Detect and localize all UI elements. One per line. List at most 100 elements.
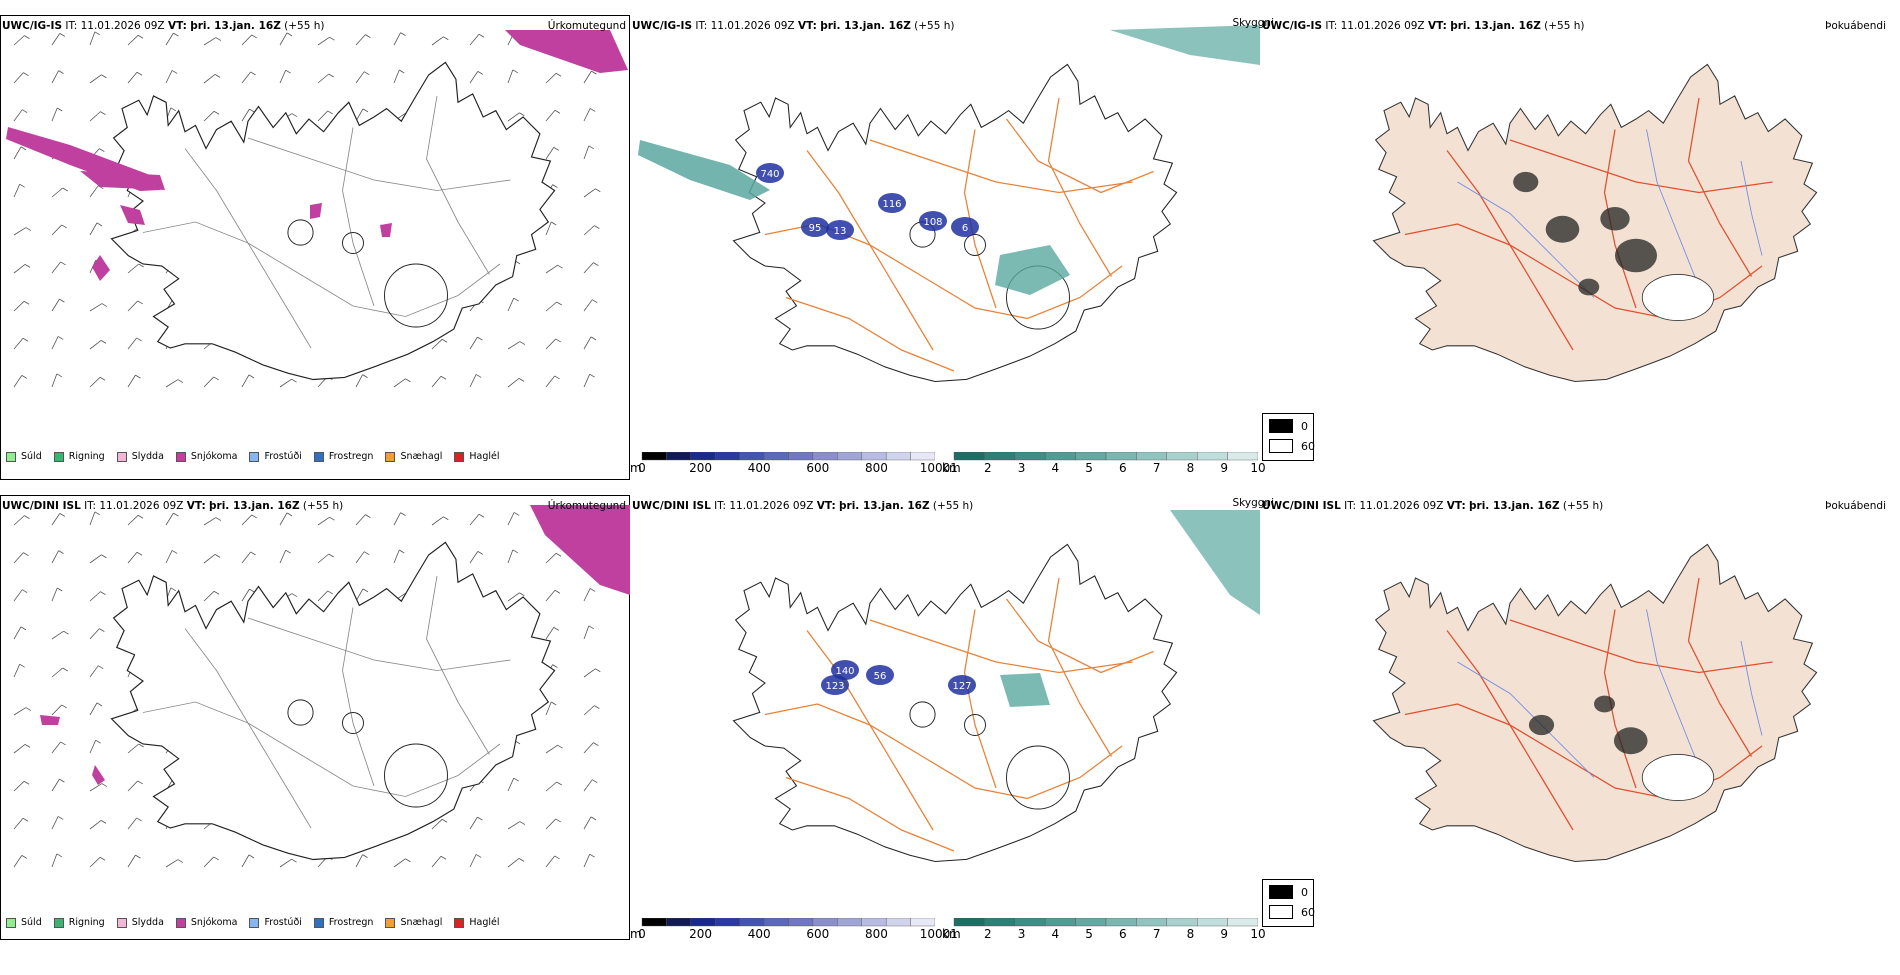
fog-legend-item: 0: [1269, 885, 1308, 899]
road-line: [342, 607, 375, 787]
ceiling-colorbar: m 0 200 400 600 800 1000: [630, 917, 950, 941]
legend-label: Snæhagl: [400, 451, 443, 462]
colorbar-tick-label: 400: [747, 927, 771, 941]
legend-swatch: [175, 451, 186, 462]
colorbar-tick-label: 9: [1220, 927, 1229, 941]
legend-swatch: [249, 451, 260, 462]
colorbar-tick-label: 8: [1186, 927, 1195, 941]
colorbar-cell: [641, 451, 667, 461]
legend-label: Frostúði: [264, 451, 302, 462]
colorbar-cell: [641, 917, 667, 927]
road-line: [142, 221, 501, 317]
precip-panel-bottom: UWC/DINI ISL IT: 11.01.2026 09Z VT: þri.…: [0, 495, 630, 975]
colorbar-cell: [984, 451, 1016, 461]
colorbar-cell: [1136, 917, 1167, 927]
colorbar-cell: [1196, 451, 1228, 461]
colorbar-cell: [1136, 451, 1167, 461]
snow-area: [120, 205, 145, 225]
colorbar-cell: [953, 451, 985, 461]
panel-frame: [0, 495, 630, 940]
legend-item: Slydda: [116, 917, 164, 928]
fog-area: [1528, 714, 1555, 736]
colorbar-tick-label: 800: [864, 927, 888, 941]
vis-map: 740 116 95 108 13 6: [638, 25, 1260, 383]
colorbar-cell: [861, 917, 887, 927]
precip-panel-top: UWC/IG-IS IT: 11.01.2026 09Z VT: þri. 13…: [0, 15, 630, 495]
glacier-outline: [1006, 745, 1070, 810]
colorbar-tick-label: 3: [1017, 927, 1026, 941]
ceiling-area: [948, 675, 976, 695]
road-line: [785, 776, 955, 852]
colorbar-cell: [910, 917, 936, 927]
legend-item: Frostúði: [249, 451, 302, 462]
colorbar-cell: [837, 917, 862, 927]
colorbar-cell: [1105, 451, 1137, 461]
panel-header: UWC/IG-IS IT: 11.01.2026 09Z VT: þri. 13…: [632, 20, 955, 32]
legend-item: Snjókoma: [175, 451, 237, 462]
road-line: [426, 575, 490, 755]
colorbar-tick-label: 1: [950, 927, 958, 941]
colorbar-cell: [1196, 917, 1228, 927]
colorbar-cell: [690, 451, 716, 461]
road-line: [1446, 150, 1574, 351]
colorbar-tick-label: 9: [1220, 461, 1229, 475]
colorbar-cell: [715, 451, 740, 461]
legend-label: Haglél: [469, 451, 500, 462]
colorbar-tick-label: 6: [1119, 461, 1127, 475]
legend-label: Snæhagl: [400, 917, 443, 928]
road-line: [1687, 97, 1753, 277]
low-vis-area: [995, 245, 1070, 295]
fog-panel-bottom: UWC/DINI ISL IT: 11.01.2026 09Z VT: þri.…: [1260, 495, 1890, 975]
river-line: [1646, 609, 1700, 768]
fog-legend: 0 60: [1262, 413, 1315, 461]
colorbar-tick-label: 0: [638, 461, 646, 475]
colorbar-cell: [1166, 451, 1198, 461]
legend-label: Snjókoma: [190, 917, 238, 928]
legend-item: Snjókoma: [175, 917, 238, 928]
colorbar-cell: [861, 451, 887, 461]
fog-legend-swatch: [1269, 439, 1293, 453]
fog-area: [1578, 278, 1600, 296]
glacier-outline: [384, 743, 448, 808]
river-line: [1457, 661, 1595, 778]
legend-label: Slydda: [131, 917, 164, 928]
product-type: Þokuábendi: [1825, 500, 1886, 512]
colorbar-cell: [739, 451, 765, 461]
colorbar-cell: [763, 917, 789, 927]
colorbar-cell: [788, 917, 814, 927]
fog-area: [1594, 695, 1615, 713]
road-line: [869, 619, 1133, 674]
fog-panel-top: UWC/IG-IS IT: 11.01.2026 09Z VT: þri. 13…: [1260, 15, 1890, 495]
colorbar-cell: [763, 451, 789, 461]
precip-map: [13, 505, 630, 868]
ceiling-label: 740: [760, 169, 779, 180]
visibility-colorbar: km 1 2 3 4 5 6 7 8 9 10: [942, 451, 1266, 475]
fog-legend-swatch: [1269, 885, 1293, 899]
colorbar-cell: [837, 451, 862, 461]
colorbar-tick-label: 200: [689, 927, 713, 941]
legend-item: Rigning: [53, 917, 105, 928]
colorbar-cell: [1044, 917, 1076, 927]
colorbar-tick-label: 2: [983, 927, 992, 941]
colorbar-unit: km: [942, 461, 961, 475]
ceiling-label: 127: [952, 681, 971, 692]
colorbar-tick-label: 4: [1051, 927, 1060, 941]
legend-item: Frostregn: [313, 451, 373, 462]
colorbar-cell: [1075, 451, 1107, 461]
colorbar-tick-label: 5: [1085, 927, 1093, 941]
fog-legend-item: 60: [1269, 439, 1315, 453]
snow-area: [80, 171, 165, 190]
legend-label: Rigning: [68, 451, 105, 462]
colorbar-cell: [910, 451, 936, 461]
legend-swatch: [53, 451, 64, 462]
ceiling-label: 123: [825, 681, 844, 692]
legend-swatch: [313, 917, 324, 928]
ceiling-area: [801, 217, 829, 237]
legend-swatch: [116, 917, 127, 928]
iceland-coastline: [110, 541, 556, 861]
colorbar-cell: [715, 917, 740, 927]
road-line: [1509, 619, 1773, 674]
low-vis-area: [1170, 510, 1260, 615]
colorbar-unit: m: [630, 461, 642, 475]
product-type: Skyggni: [1232, 497, 1275, 509]
